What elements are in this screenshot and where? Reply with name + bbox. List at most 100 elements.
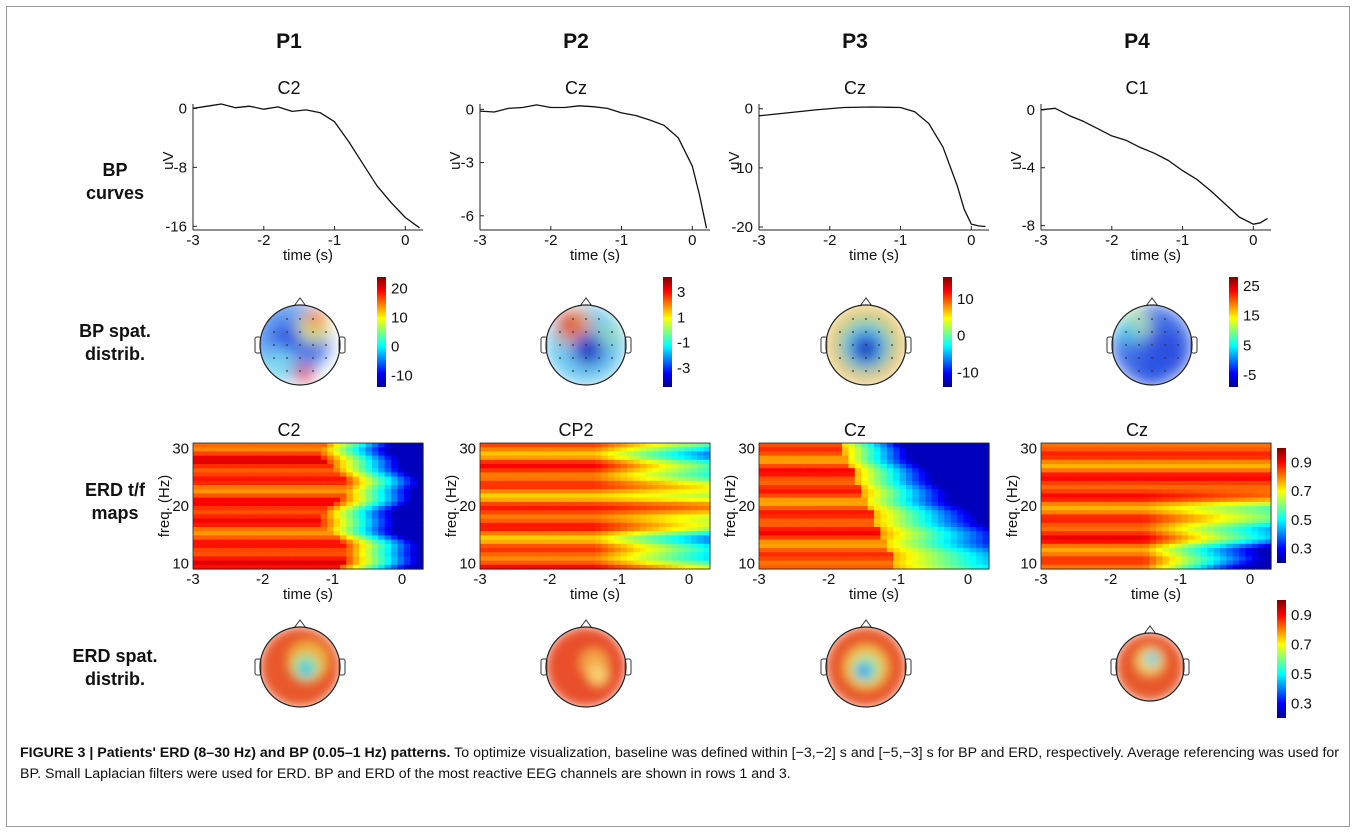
erd-cell: [690, 476, 698, 482]
erd-cell: [950, 480, 958, 486]
erd-cell: [816, 552, 824, 557]
erd-cell: [371, 476, 379, 482]
erd-cell: [639, 480, 647, 486]
erd-cell: [703, 497, 711, 503]
erd-cell: [690, 443, 698, 448]
erd-cell: [384, 455, 392, 461]
erd-cell: [397, 459, 405, 465]
erd-cell: [765, 493, 773, 499]
erd-cell: [1219, 468, 1227, 473]
erd-cell: [531, 464, 539, 469]
erd-cell: [531, 443, 539, 448]
erd-cell: [1251, 531, 1259, 536]
erd-cell: [531, 531, 539, 536]
erd-cell: [263, 468, 271, 473]
erd-cell: [550, 497, 558, 503]
erd-cell: [1251, 543, 1259, 549]
erd-cell: [1194, 531, 1202, 536]
erd-cell: [778, 447, 786, 452]
erd-cell: [861, 548, 869, 553]
erd-cell: [263, 501, 271, 507]
erd-cell: [359, 468, 367, 473]
erd-cell: [1066, 510, 1074, 515]
erd-cell: [771, 539, 779, 545]
erd-cell: [410, 535, 418, 541]
erd-cell: [218, 539, 226, 545]
erd-cell: [1111, 501, 1119, 507]
electrode-dot: [878, 344, 880, 346]
erd-cell: [639, 451, 647, 457]
erd-cell: [237, 476, 245, 482]
erd-cell: [976, 543, 984, 549]
erd-cell: [633, 548, 641, 553]
erd-cell: [582, 447, 590, 452]
erd-cell: [982, 535, 990, 541]
erd-cell: [531, 459, 539, 465]
erd-cell: [582, 468, 590, 473]
erd-cell: [256, 552, 264, 557]
erd-cell: [759, 480, 766, 486]
erd-cell: [797, 455, 805, 461]
electrode-dot: [611, 344, 613, 346]
erd-cell: [276, 556, 284, 562]
erd-cell: [359, 514, 367, 520]
erd-cell: [842, 543, 850, 549]
erd-cell: [822, 556, 830, 562]
erd-cell: [937, 447, 945, 452]
erd-cell: [822, 560, 830, 566]
erd-cell: [912, 531, 920, 536]
erd-cell: [944, 451, 952, 457]
erd-cell: [193, 531, 200, 536]
erd-cell: [511, 560, 519, 566]
erd-cell: [378, 489, 386, 494]
erd-cell: [1104, 480, 1112, 486]
erd-cell: [346, 539, 354, 545]
erd-cell: [822, 443, 830, 448]
electrode-dot: [852, 318, 854, 320]
erd-cell: [582, 552, 590, 557]
erd-cell: [1226, 485, 1234, 490]
erd-cell: [842, 527, 850, 532]
erd-cell: [1072, 564, 1080, 570]
erd-cell: [582, 501, 590, 507]
erd-cell: [1072, 443, 1080, 448]
erd-cell: [759, 455, 766, 461]
erd-cell: [874, 497, 881, 503]
erd-cell: [595, 501, 602, 507]
erd-cell: [359, 539, 367, 545]
erd-cell: [531, 485, 539, 490]
erd-cell: [822, 472, 830, 478]
erd-cell: [893, 535, 901, 541]
erd-cell: [1041, 535, 1048, 541]
erd-cell: [1207, 497, 1215, 503]
erd-cell: [1092, 510, 1100, 515]
erd-cell: [1066, 476, 1074, 482]
erd-cell: [822, 539, 830, 545]
electrode-dot: [1125, 331, 1127, 333]
erd-cell: [224, 556, 232, 562]
erd-cell: [301, 531, 309, 536]
erd-cell: [899, 539, 907, 545]
erd-cell: [937, 527, 945, 532]
erd-cell: [588, 480, 596, 486]
erd-cell: [829, 560, 837, 566]
erd-cell: [365, 556, 373, 562]
erd-cell: [810, 501, 818, 507]
erd-cell: [1072, 506, 1080, 511]
erd-cell: [835, 531, 843, 536]
erd-y-tick-label: 10: [172, 555, 189, 572]
erd-cell: [601, 480, 609, 486]
erd-cell: [925, 514, 933, 520]
erd-cell: [499, 564, 507, 570]
erd-cell: [301, 527, 309, 532]
erd-cell: [1149, 455, 1157, 461]
erd-cell: [339, 447, 347, 452]
erd-cell: [601, 447, 609, 452]
erd-cell: [626, 543, 634, 549]
erd-cell: [1060, 455, 1068, 461]
erd-cell: [556, 459, 564, 465]
erd-cell: [816, 464, 824, 469]
erd-cell: [684, 485, 692, 490]
erd-cell: [263, 564, 271, 570]
erd-cell: [1053, 527, 1061, 532]
